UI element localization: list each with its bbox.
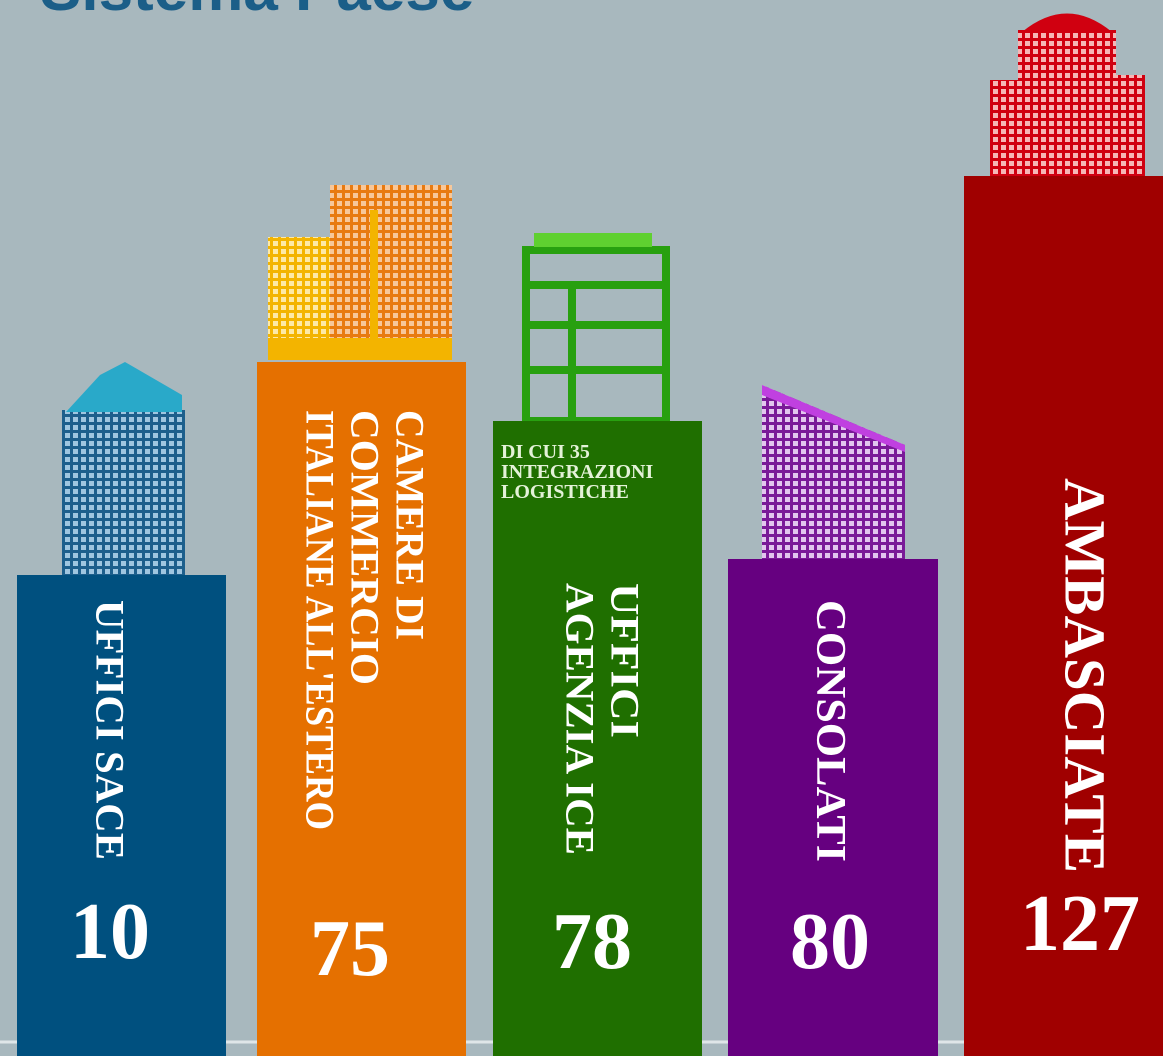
- building-body: [964, 176, 1163, 1056]
- decor-buildings: [62, 13, 1145, 575]
- building-body: [728, 559, 938, 1056]
- building-body: [17, 575, 226, 1056]
- building-value: 10: [70, 888, 150, 976]
- building-label: UFFICI SACE: [88, 600, 133, 860]
- building-label: UFFICI: [603, 583, 648, 738]
- building-label: AGENZIA ICE: [558, 583, 603, 855]
- building-note: DI CUI 35: [501, 441, 590, 463]
- title: Sistema Paese: [40, 0, 474, 24]
- building-note: LOGISTICHE: [501, 481, 629, 503]
- building-label: ITALIANE ALL'ESTERO: [298, 410, 343, 830]
- building-label: COMMERCIO: [343, 410, 388, 685]
- building-value: 78: [552, 898, 632, 986]
- building-body: [257, 362, 466, 1056]
- building-value: 75: [310, 905, 390, 993]
- building-label: CONSOLATI: [807, 600, 853, 862]
- building-value: 127: [1020, 880, 1140, 968]
- building-note: INTEGRAZIONI: [501, 461, 653, 483]
- building-label: AMBASCIATE: [1053, 478, 1118, 873]
- building-body: [493, 421, 702, 1056]
- building-label: CAMERE DI: [388, 410, 433, 640]
- building-value: 80: [790, 898, 870, 986]
